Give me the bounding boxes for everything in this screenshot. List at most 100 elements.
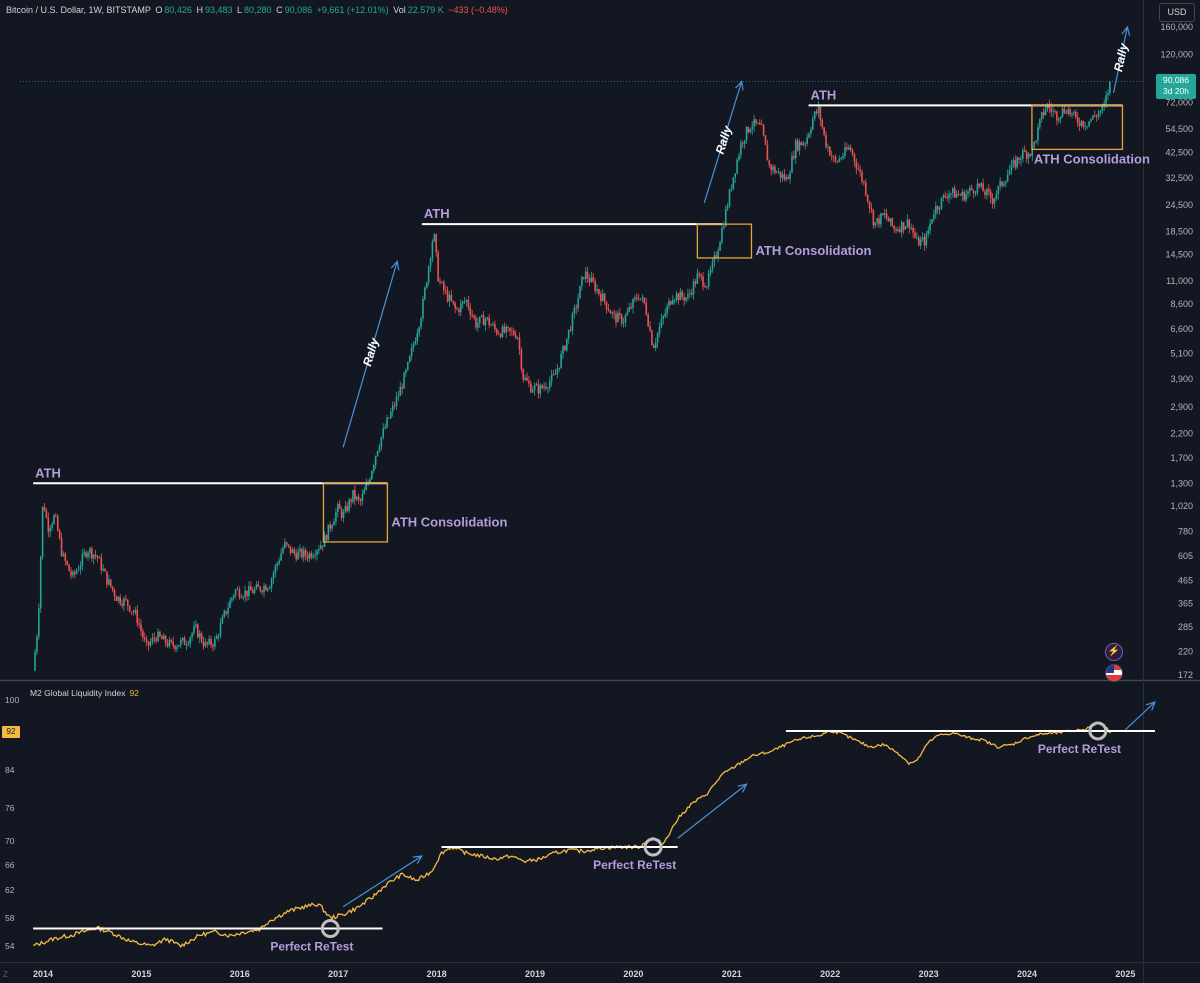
candle-body [39, 556, 42, 609]
candle-body [429, 258, 432, 267]
candle-body [79, 565, 82, 570]
candle-body [639, 298, 642, 300]
candle-body [456, 308, 458, 310]
candle-body [846, 147, 848, 150]
candle-body [372, 464, 375, 472]
candle-body [811, 118, 814, 130]
price-axis-label: 120,000 [1160, 49, 1193, 59]
candle-body [927, 230, 930, 234]
candle-body [887, 218, 890, 222]
candle-body [694, 281, 697, 284]
candle-body [206, 642, 209, 644]
candle-body [503, 326, 506, 333]
currency-button[interactable]: USD [1159, 3, 1195, 22]
candle-body [475, 317, 477, 328]
candle-body [359, 499, 362, 502]
m2-title: M2 Global Liquidity Index [30, 688, 126, 698]
candle-body [130, 611, 133, 613]
candle-body [51, 523, 53, 528]
time-axis-label: 2020 [623, 969, 643, 979]
candle-body [804, 143, 807, 145]
candle-body [717, 250, 719, 258]
candle-body [709, 269, 712, 274]
candle-body [225, 611, 227, 614]
candle-body [594, 281, 596, 292]
price-axis-label: 8,600 [1170, 299, 1193, 309]
candle-body [600, 294, 602, 302]
candle-body [1097, 112, 1100, 118]
candle-body [183, 637, 186, 645]
candle-body [847, 147, 850, 150]
candle-body [753, 119, 755, 127]
candle-body [1076, 117, 1079, 123]
candle-body [747, 126, 750, 133]
candle-body [609, 310, 612, 314]
candle-body [435, 234, 438, 253]
candle-body [794, 140, 797, 159]
candle-body [789, 172, 791, 180]
candle-body [420, 318, 422, 328]
candle-body [285, 542, 288, 545]
candle-body [126, 599, 129, 606]
candle-body [872, 209, 875, 226]
candle-body [944, 195, 947, 198]
us-flag-icon[interactable] [1105, 664, 1123, 682]
candle-body [743, 140, 746, 144]
candle-body [698, 273, 701, 275]
candle-body [1020, 158, 1022, 161]
candle-body [215, 635, 218, 639]
candle-body [876, 218, 878, 223]
candle-body [668, 301, 670, 307]
candle-body [333, 521, 335, 526]
symbol-name: Bitcoin / U.S. Dollar, 1W, BITSTAMP [6, 5, 151, 15]
candle-body [1052, 110, 1054, 112]
candle-body [562, 346, 564, 354]
candle-body [800, 141, 803, 146]
candle-body [268, 587, 271, 589]
candle-body [191, 633, 193, 638]
candle-body [518, 337, 521, 350]
rally-arrow [342, 261, 398, 448]
candle-body [1065, 112, 1068, 114]
candle-body [384, 427, 386, 429]
candle-body [1075, 111, 1077, 118]
candle-body [321, 545, 324, 547]
candle-body [102, 568, 104, 571]
volume-value: 22.579 K [407, 5, 444, 15]
lightning-icon[interactable]: ⚡ [1105, 643, 1123, 661]
candle-body [940, 197, 943, 209]
arrow-head [737, 783, 748, 793]
candle-body [539, 385, 542, 394]
arrow-head [1121, 25, 1131, 36]
price-axis-label: 285 [1178, 622, 1193, 632]
candle-body [338, 503, 341, 509]
candle-body [295, 553, 297, 560]
candle-body [344, 505, 347, 513]
candle-body [641, 297, 644, 299]
candle-body [335, 512, 337, 522]
candle-body [980, 183, 983, 187]
candle-body [55, 515, 57, 517]
candle-body [1099, 110, 1102, 113]
candle-body [891, 218, 894, 226]
candle-body [912, 227, 914, 233]
candle-body [355, 496, 358, 500]
candle-body [376, 451, 379, 457]
candle-body [223, 611, 226, 617]
time-axis-label: 2023 [919, 969, 939, 979]
candle-body [556, 369, 559, 375]
candle-body [815, 111, 818, 113]
price-axis-label: 465 [1178, 576, 1193, 586]
m2-legend-value: 92 [129, 688, 139, 698]
candle-body [967, 191, 969, 194]
candle-body [390, 411, 392, 418]
candle-body [950, 193, 952, 195]
candle-body [128, 605, 131, 612]
candle-body [537, 384, 540, 394]
candle-body [240, 597, 243, 599]
candle-body [571, 313, 574, 331]
candle-body [548, 381, 551, 389]
candle-body [134, 610, 137, 613]
candle-body [592, 277, 595, 282]
